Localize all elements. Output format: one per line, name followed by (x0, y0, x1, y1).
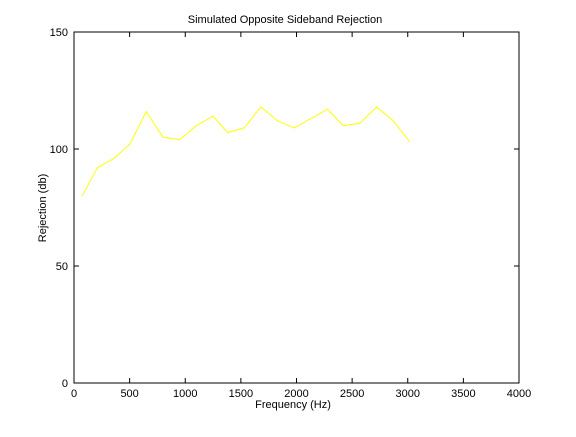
x-tick-label: 3500 (451, 388, 475, 400)
y-tick-label: 50 (56, 261, 68, 273)
x-tick-label: 1500 (229, 388, 253, 400)
y-tick-label: 0 (62, 378, 68, 390)
y-tick-label: 150 (50, 27, 68, 39)
plot-frame (73, 31, 520, 384)
x-tick-label: 0 (71, 388, 77, 400)
y-tick-label: 100 (50, 144, 68, 156)
chart-title: Simulated Opposite Sideband Rejection (188, 14, 382, 26)
x-tick-label: 4000 (507, 388, 531, 400)
x-tick-label: 500 (120, 388, 138, 400)
x-tick-label: 2500 (340, 388, 364, 400)
x-axis-label: Frequency (Hz) (255, 399, 331, 411)
y-axis-label: Rejection (db) (37, 174, 49, 242)
x-tick-label: 1000 (173, 388, 197, 400)
series-line-0 (81, 106, 411, 197)
x-tick-label: 3000 (396, 388, 420, 400)
series-layer (81, 106, 411, 197)
x-tick-label: 2000 (284, 388, 308, 400)
tick-layer: 0 500 1000 1500 2000 2500 3000 3500 4000 0 50 100 15… (50, 27, 532, 400)
